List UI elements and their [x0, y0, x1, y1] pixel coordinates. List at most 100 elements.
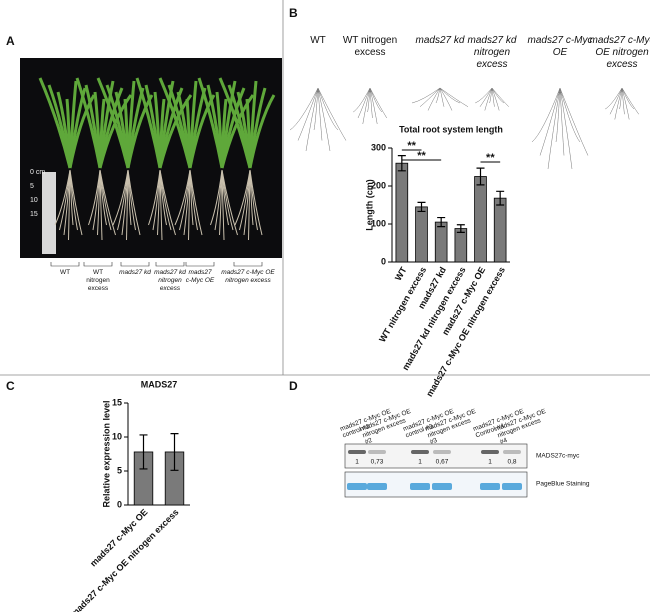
- root-line: [297, 87, 319, 141]
- root-line: [489, 87, 493, 104]
- label: WT: [60, 269, 70, 276]
- label: WT: [310, 35, 326, 46]
- root-line: [555, 87, 561, 143]
- bracket: [50, 262, 80, 267]
- error-bar: [397, 155, 406, 172]
- panel-letter: D: [289, 379, 298, 393]
- stain-band: [347, 483, 367, 490]
- panel-letter: C: [6, 379, 15, 393]
- label: mads27 kd nitrogen excess: [154, 269, 186, 292]
- ruler-label: 5: [30, 183, 34, 190]
- row-label: PageBlue Staining: [536, 481, 590, 488]
- bracket: [233, 262, 263, 267]
- y-tick-label: 100: [371, 218, 386, 228]
- significance: **: [417, 150, 426, 162]
- bar: [395, 162, 409, 263]
- root-scans: [289, 87, 640, 170]
- root-line: [305, 87, 319, 152]
- leaf: [248, 94, 276, 169]
- quantification: 0,67: [436, 459, 449, 466]
- y-tick-label: 200: [371, 180, 386, 190]
- y-tick-label: 15: [112, 397, 122, 407]
- root-line: [317, 87, 331, 152]
- root-line: [369, 87, 383, 113]
- root: [221, 169, 238, 236]
- x-tick-label: mads27 c-Myc OE nitrogen excess: [69, 507, 181, 612]
- quantification: 1: [488, 459, 492, 466]
- error-bar: [417, 201, 426, 213]
- label: mads27 kd: [119, 269, 151, 276]
- blot-box: [344, 443, 528, 469]
- root-line: [313, 87, 319, 131]
- stain-band: [502, 483, 522, 490]
- root: [249, 169, 263, 236]
- y-tick-label: 0: [381, 256, 386, 266]
- band: [481, 450, 499, 454]
- root-line: [419, 87, 441, 107]
- band: [433, 450, 451, 454]
- leaf: [98, 94, 133, 169]
- band: [411, 450, 429, 454]
- leaf: [220, 94, 255, 169]
- root-line: [317, 87, 339, 131]
- quantification: 0,73: [371, 459, 384, 466]
- root: [99, 169, 116, 236]
- error-bar: [456, 224, 465, 233]
- ruler: [42, 172, 56, 254]
- root-line: [621, 87, 635, 110]
- root-line: [484, 87, 493, 111]
- band: [503, 450, 521, 454]
- bar: [415, 206, 428, 263]
- plant-photo: [20, 58, 282, 258]
- root-line: [539, 87, 561, 156]
- panel-letter: A: [6, 34, 15, 48]
- leaf: [68, 94, 96, 169]
- root: [69, 169, 83, 236]
- root-line: [491, 87, 505, 104]
- root-line: [547, 87, 561, 170]
- root-line: [353, 87, 371, 113]
- ruler-label: 0 cm: [30, 169, 45, 176]
- bracket: [155, 262, 185, 267]
- ruler-label: 15: [30, 211, 38, 218]
- root-line: [609, 87, 623, 115]
- root-line: [362, 87, 371, 125]
- bracket: [83, 262, 113, 267]
- root-line: [367, 87, 371, 113]
- y-axis-label: Length (cm): [364, 179, 374, 231]
- chart-title: Total root system length: [399, 124, 503, 134]
- root: [127, 169, 141, 236]
- root-line: [317, 87, 347, 141]
- root-line: [317, 87, 323, 141]
- root-line: [559, 87, 581, 143]
- stain-band: [410, 483, 430, 490]
- bar: [434, 221, 448, 263]
- root-line: [439, 87, 469, 107]
- band: [368, 450, 386, 454]
- quantification: 0,8: [507, 459, 516, 466]
- root-line: [411, 87, 441, 104]
- bracket: [185, 262, 215, 267]
- root-line: [559, 87, 589, 156]
- x-tick-label: mads27 c-Myc OE: [88, 507, 150, 569]
- y-tick-label: 0: [117, 499, 122, 509]
- significance: **: [486, 152, 495, 164]
- label: mads27 c-Myc OE nitrogen excess: [221, 269, 275, 284]
- label: mads27 kd: [416, 35, 465, 46]
- root-line: [427, 87, 441, 111]
- band: [348, 450, 366, 454]
- error-bar: [437, 216, 446, 228]
- label: WT nitrogen excess: [343, 35, 397, 58]
- y-tick-label: 300: [371, 142, 386, 152]
- root-line: [435, 87, 441, 104]
- ruler-label: 10: [30, 197, 38, 204]
- bar: [474, 176, 487, 263]
- error-bar: [170, 433, 179, 471]
- label: mads27 c-Myc OE: [527, 35, 592, 58]
- bar: [493, 197, 507, 263]
- x-tick-label: WT: [393, 265, 409, 283]
- label: WT nitrogen excess: [86, 269, 110, 292]
- root-line: [619, 87, 623, 110]
- root-line: [439, 87, 453, 111]
